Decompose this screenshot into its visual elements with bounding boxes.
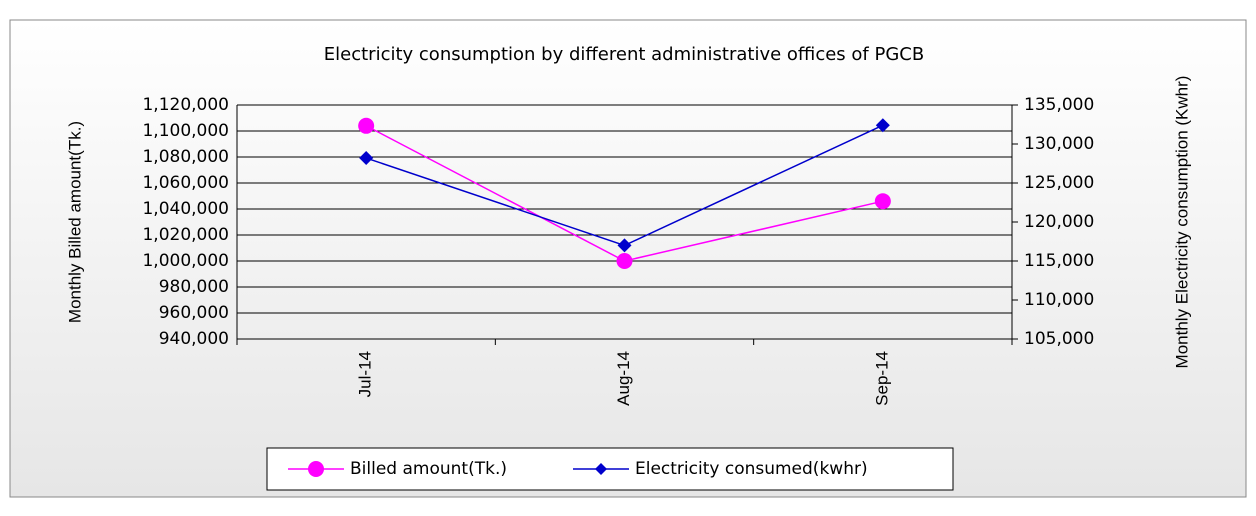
x-tick-label: Sep-14: [872, 351, 891, 406]
y-tick-label: 1,020,000: [142, 225, 229, 245]
y-axis-title: Monthly Billed amount(Tk.): [65, 121, 84, 323]
y2-tick-label: 135,000: [1024, 95, 1094, 115]
legend-label: Billed amount(Tk.): [350, 459, 507, 479]
y-tick-label: 980,000: [159, 277, 229, 297]
y-tick-label: 1,060,000: [142, 173, 229, 193]
y-tick-label: 960,000: [159, 303, 229, 323]
y2-tick-label: 125,000: [1024, 173, 1094, 193]
y-tick-label: 1,080,000: [142, 147, 229, 167]
data-point: [874, 193, 891, 210]
data-point: [359, 151, 374, 166]
y2-tick-label: 130,000: [1024, 134, 1094, 154]
y2-tick-label: 120,000: [1024, 212, 1094, 232]
x-tick-label: Jul-14: [356, 351, 375, 397]
x-tick-label: Aug-14: [614, 351, 633, 406]
legend-label: Electricity consumed(kwhr): [635, 459, 868, 479]
data-point: [617, 238, 632, 253]
y2-tick-label: 110,000: [1024, 290, 1094, 310]
data-point: [875, 118, 890, 133]
y2-tick-label: 105,000: [1024, 329, 1094, 349]
y2-tick-label: 115,000: [1024, 251, 1094, 271]
y-tick-label: 1,040,000: [142, 199, 229, 219]
y-tick-label: 1,100,000: [142, 121, 229, 141]
y-tick-label: 1,000,000: [142, 251, 229, 271]
chart-title: Electricity consumption by different adm…: [324, 44, 924, 65]
data-point: [358, 117, 375, 134]
data-point: [616, 253, 633, 269]
legend-marker: [308, 461, 324, 477]
legend-marker: [595, 463, 607, 475]
y-tick-label: 1,120,000: [142, 95, 229, 115]
y2-axis-title: Monthly Electricity consumption (Kwhr): [1172, 76, 1191, 369]
y-tick-label: 940,000: [159, 329, 229, 349]
